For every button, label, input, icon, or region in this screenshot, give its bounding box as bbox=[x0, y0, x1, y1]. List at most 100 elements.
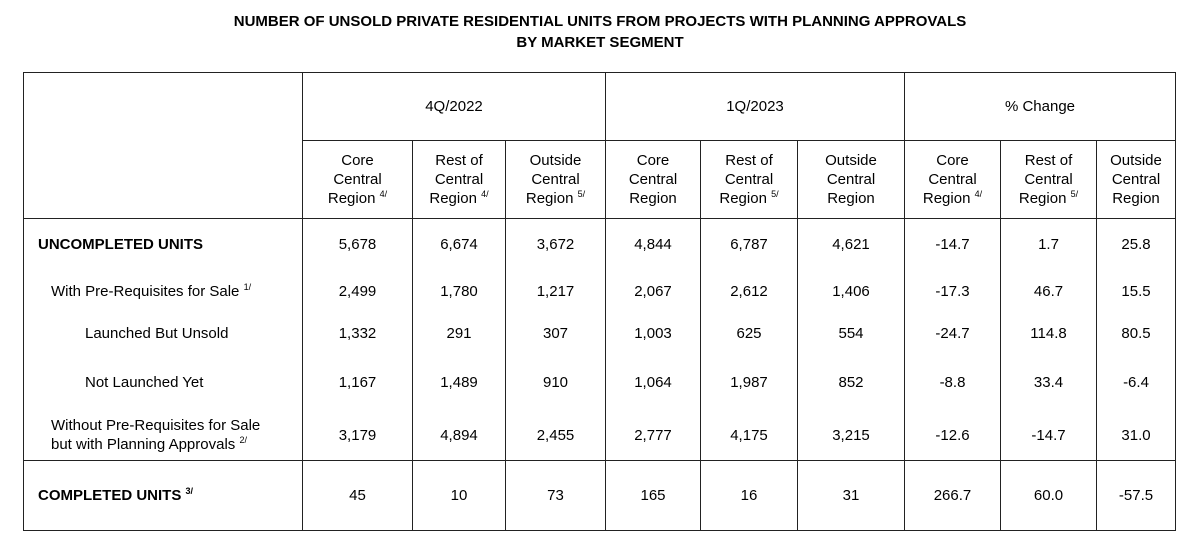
footnote-ref: 3/ bbox=[185, 486, 194, 496]
segment-line: Core bbox=[936, 152, 969, 169]
segment-line: Central bbox=[434, 171, 484, 188]
segment-header: Outside Central Region 5/ bbox=[505, 140, 606, 219]
value-cell: 45 bbox=[302, 460, 413, 531]
value-cell: 114.8 bbox=[1000, 312, 1097, 355]
segment-header-row: Core Central Region 4/Rest of Central Region… bbox=[24, 140, 1176, 219]
value-cell: 46.7 bbox=[1000, 270, 1097, 313]
value-cell: 31.0 bbox=[1096, 410, 1176, 461]
value-cell: 266.7 bbox=[904, 460, 1001, 531]
table-title: NUMBER OF UNSOLD PRIVATE RESIDENTIAL UNI… bbox=[0, 11, 1200, 53]
footnote-ref: 5/ bbox=[1070, 189, 1079, 199]
segment-header: Core Central Region 4/ bbox=[302, 140, 413, 219]
segment-line: Core bbox=[636, 152, 670, 169]
segment-header: Outside Central Region bbox=[1096, 140, 1176, 219]
footnote-ref: 4/ bbox=[974, 189, 983, 199]
period-header: % Change bbox=[904, 72, 1176, 141]
segment-line-text: Region bbox=[719, 190, 767, 207]
value-cell: 910 bbox=[505, 354, 606, 411]
value-cell: 10 bbox=[412, 460, 506, 531]
table-row: With Pre-Requisites for Sale 1/2,499 1,78… bbox=[23, 270, 1176, 313]
segment-line: Region 4/ bbox=[303, 189, 412, 208]
value-cell: 4,844 bbox=[605, 218, 701, 271]
value-cell: 4,175 bbox=[700, 410, 798, 461]
segment-line: Region bbox=[606, 189, 700, 208]
value-cell: 2,499 bbox=[302, 270, 413, 313]
value-cell: 4,894 bbox=[412, 410, 506, 461]
table-row: Without Pre-Requisites for Sale but with … bbox=[23, 410, 1176, 461]
value-cell: 3,179 bbox=[302, 410, 413, 461]
value-cell: 80.5 bbox=[1096, 312, 1176, 355]
row-label: Launched But Unsold bbox=[23, 312, 303, 355]
segment-line: Central bbox=[1024, 171, 1073, 188]
footnote-ref: 1/ bbox=[243, 282, 252, 292]
segment-line: Region 5/ bbox=[506, 189, 605, 208]
segment-line: Central bbox=[724, 171, 774, 188]
value-cell: 2,777 bbox=[605, 410, 701, 461]
value-cell: -14.7 bbox=[904, 218, 1001, 271]
footnote-ref: 4/ bbox=[481, 189, 489, 199]
value-cell: 15.5 bbox=[1096, 270, 1176, 313]
value-cell: 31 bbox=[797, 460, 905, 531]
segment-line: Region 5/ bbox=[701, 189, 797, 208]
value-cell: 165 bbox=[605, 460, 701, 531]
segment-line-text: Region bbox=[525, 190, 574, 207]
segment-line: Rest of bbox=[435, 152, 483, 169]
row-label: With Pre-Requisites for Sale 1/ bbox=[23, 270, 303, 313]
value-cell: 2,067 bbox=[605, 270, 701, 313]
segment-line: Outside bbox=[1110, 152, 1162, 169]
segment-line-text: Region bbox=[327, 190, 376, 207]
value-cell: 625 bbox=[700, 312, 798, 355]
value-cell: 1,217 bbox=[505, 270, 606, 313]
value-cell: 25.8 bbox=[1096, 218, 1176, 271]
unsold-units-table: 4Q/2022 1Q/2023 % Change Core Central Regi… bbox=[23, 72, 1176, 531]
value-cell: -8.8 bbox=[904, 354, 1001, 411]
value-cell: 852 bbox=[797, 354, 905, 411]
value-cell: 1,406 bbox=[797, 270, 905, 313]
row-label: COMPLETED UNITS 3/ bbox=[23, 460, 303, 531]
value-cell: 6,787 bbox=[700, 218, 798, 271]
value-cell: -17.3 bbox=[904, 270, 1001, 313]
footnote-ref: 5/ bbox=[577, 189, 586, 199]
table-row: Not Launched Yet 1,167 1,489 910 1,064 1,987 8… bbox=[23, 354, 1176, 411]
value-cell: 1,332 bbox=[302, 312, 413, 355]
row-label-text: Launched But Unsold bbox=[85, 325, 229, 342]
period-header-row: 4Q/2022 1Q/2023 % Change bbox=[23, 72, 1176, 219]
value-cell: 2,455 bbox=[505, 410, 606, 461]
segment-line-text: Region bbox=[1018, 190, 1067, 207]
segment-header: Rest of Central Region 5/ bbox=[1000, 140, 1097, 219]
segment-line: Central bbox=[826, 171, 876, 188]
value-cell: 1,064 bbox=[605, 354, 701, 411]
value-cell: 307 bbox=[505, 312, 606, 355]
table-row: UNCOMPLETED UNITS 5,678 6,674 3,672 4,844 6,7… bbox=[23, 218, 1176, 271]
value-cell: -57.5 bbox=[1096, 460, 1176, 531]
segment-line-text: Region bbox=[1112, 190, 1160, 207]
footnote-ref: 4/ bbox=[379, 189, 388, 199]
footnote-ref: 2/ bbox=[239, 435, 247, 446]
value-cell: 1,489 bbox=[412, 354, 506, 411]
segment-header: Outside Central Region bbox=[797, 140, 905, 219]
value-cell: 3,672 bbox=[505, 218, 606, 271]
footnote-ref: 5/ bbox=[771, 189, 779, 199]
value-cell: 4,621 bbox=[797, 218, 905, 271]
value-cell: 554 bbox=[797, 312, 905, 355]
segment-line: Region bbox=[1097, 189, 1175, 208]
value-cell: 3,215 bbox=[797, 410, 905, 461]
segment-line: Core bbox=[341, 152, 374, 169]
segment-line-text: Region bbox=[629, 190, 677, 207]
value-cell: 1,780 bbox=[412, 270, 506, 313]
segment-line: Region 4/ bbox=[413, 189, 505, 208]
row-label-text: UNCOMPLETED UNITS bbox=[38, 236, 203, 254]
table-row: COMPLETED UNITS 3/45 10 73 165 16 31 266.7 60.0… bbox=[23, 460, 1176, 531]
value-cell: 2,612 bbox=[700, 270, 798, 313]
value-cell: 73 bbox=[505, 460, 606, 531]
period-header: 4Q/2022 bbox=[302, 72, 606, 141]
value-cell: 16 bbox=[700, 460, 798, 531]
segment-line-text: Region bbox=[922, 190, 971, 207]
title-line-2: BY MARKET SEGMENT bbox=[516, 34, 684, 51]
value-cell: 33.4 bbox=[1000, 354, 1097, 411]
segment-line: Central bbox=[531, 171, 580, 188]
segment-line: Region 5/ bbox=[1001, 189, 1096, 208]
segment-line-text: Region bbox=[429, 190, 477, 207]
row-label-text: Not Launched Yet bbox=[85, 374, 204, 391]
period-header: 1Q/2023 bbox=[605, 72, 905, 141]
